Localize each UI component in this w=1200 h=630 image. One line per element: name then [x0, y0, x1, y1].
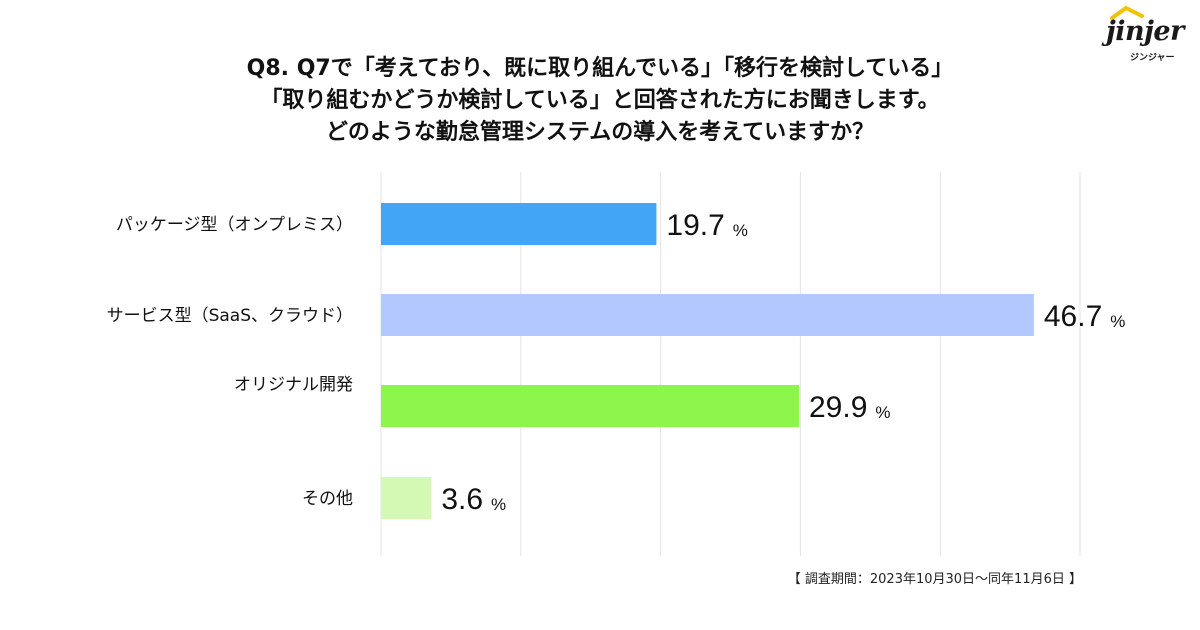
title-line-3: どのような勤怠管理システムの導入を考えていますか？ — [325, 120, 875, 145]
value-label: 29.9 — [809, 391, 867, 424]
bar — [381, 477, 432, 519]
category-label: パッケージ型（オンプレミス） — [116, 215, 353, 235]
title-line-2: 「取り組むかどうか検討している」と回答された方にお聞きします。 — [260, 88, 940, 113]
category-label: サービス型（SaaS、クラウド） — [107, 306, 353, 326]
unit-label: % — [875, 403, 890, 422]
bar — [381, 294, 1034, 336]
category-label: オリジナル開発 — [234, 375, 353, 395]
value-label: 46.7 — [1044, 300, 1102, 333]
bar — [381, 203, 657, 245]
title-line-1: Q8. Q7で「考えており、既に取り組んでいる」「移行を検討している」 — [246, 56, 954, 81]
logo-roof-icon — [1110, 6, 1144, 20]
value-label: 19.7 — [666, 209, 724, 242]
survey-period-note: 【 調査期間：2023年10月30日〜同年11月6日 】 — [787, 572, 1082, 587]
unit-label: % — [1110, 312, 1125, 331]
bar — [381, 385, 800, 427]
value-label: 3.6 — [441, 483, 483, 516]
logo-wordmark: jinjer — [1106, 16, 1184, 47]
category-label: その他 — [302, 489, 353, 509]
unit-label: % — [491, 495, 506, 514]
chart-title: Q8. Q7で「考えており、既に取り組んでいる」「移行を検討している」 「取り組… — [100, 53, 1100, 149]
jinjer-logo: jinjer ジンジャー — [1098, 6, 1194, 66]
logo-subtitle: ジンジャー — [1130, 53, 1175, 63]
unit-label: % — [733, 221, 748, 240]
